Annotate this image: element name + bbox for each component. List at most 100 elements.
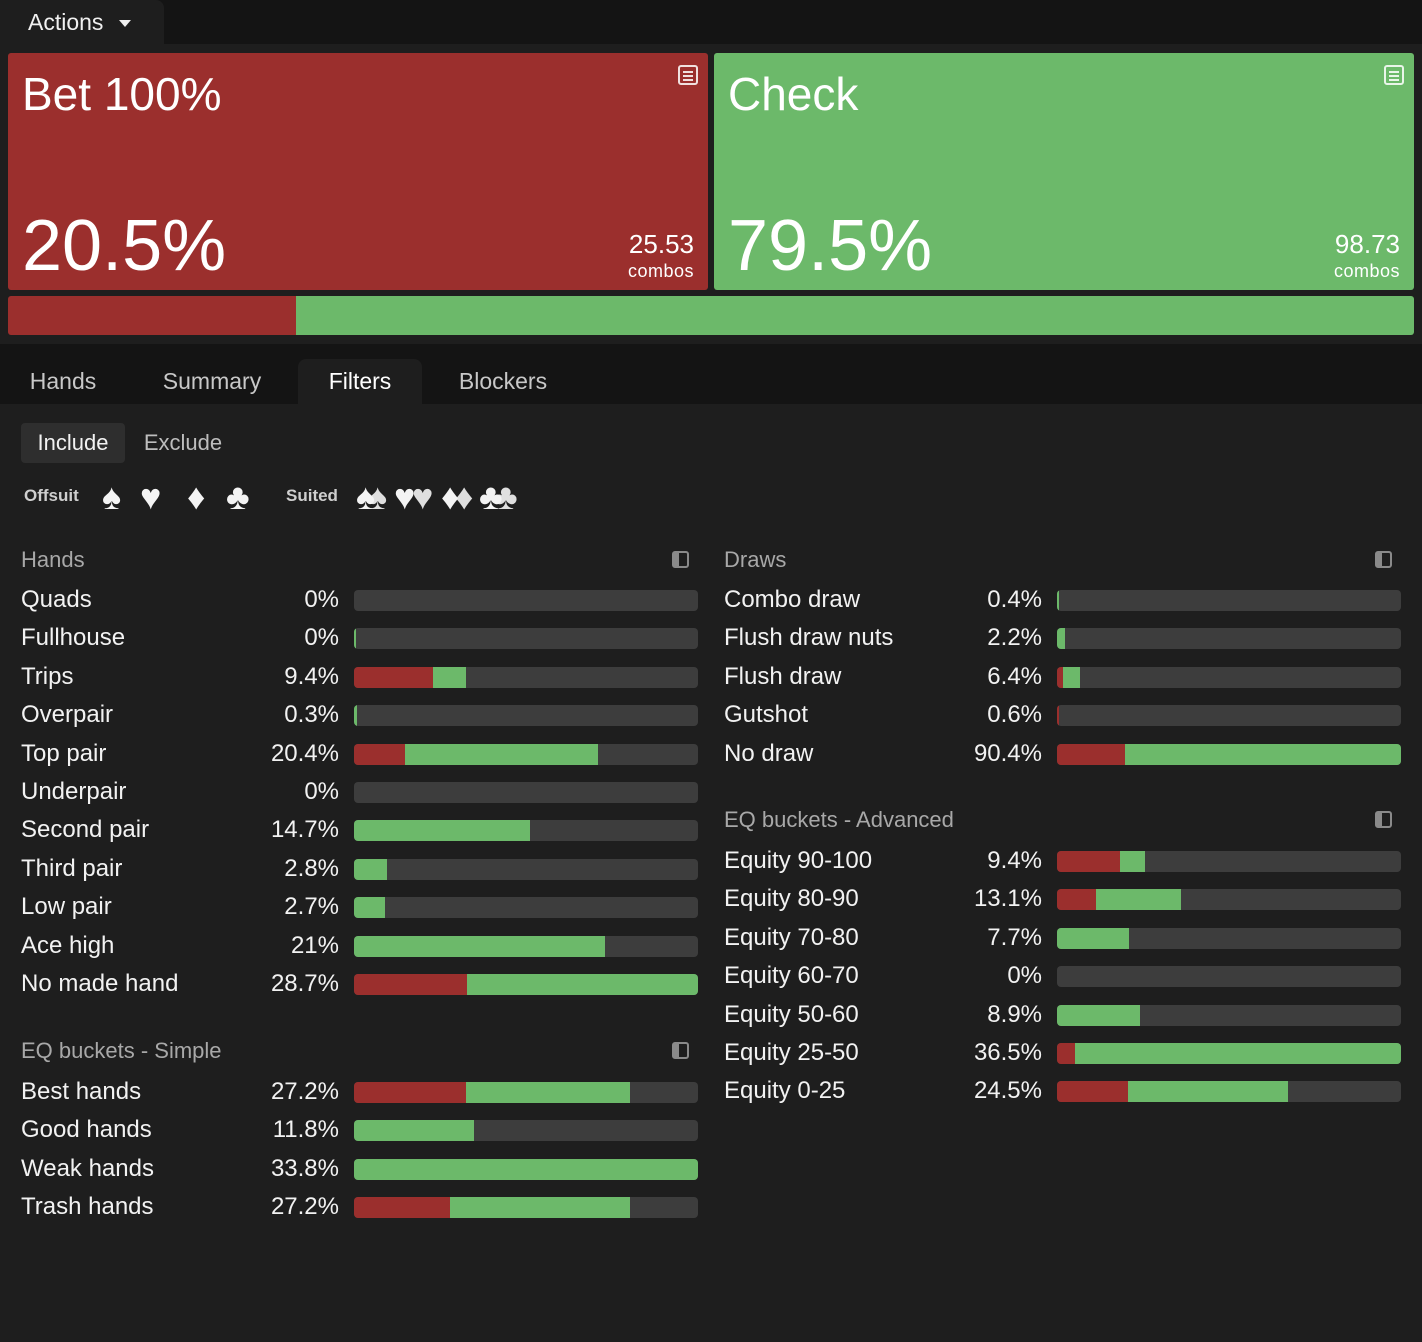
filter-row-label[interactable]: Equity 70-80: [724, 923, 859, 951]
filter-row-label[interactable]: Flush draw: [724, 662, 842, 690]
filter-row-bar[interactable]: [1057, 1043, 1401, 1064]
filter-row-label[interactable]: Combo draw: [724, 586, 861, 613]
filter-row-label[interactable]: Best hands: [21, 1078, 142, 1105]
filter-row-label[interactable]: No made hand: [21, 970, 179, 997]
filter-row-label[interactable]: Equity 80-90: [724, 885, 859, 913]
filter-row-label[interactable]: Trips: [21, 662, 74, 690]
filter-row-label[interactable]: Weak hands: [21, 1154, 154, 1182]
filter-row-bar[interactable]: [1057, 628, 1401, 650]
suited-label: Suited: [286, 486, 338, 505]
filter-row-bar[interactable]: [354, 820, 698, 842]
filter-row-label[interactable]: Third pair: [21, 854, 123, 882]
filter-row-bar[interactable]: [354, 974, 698, 995]
check-fill: [465, 1082, 630, 1103]
filter-row-bar[interactable]: [354, 1158, 698, 1180]
filter-row-bar[interactable]: [354, 897, 698, 919]
filter-row-bar[interactable]: [1057, 1004, 1401, 1026]
filter-row-bar[interactable]: [354, 743, 698, 765]
filter-row-bar[interactable]: [354, 782, 698, 803]
offsuit-club-icon[interactable]: ♣: [226, 476, 250, 517]
bet-fill: [354, 1082, 466, 1103]
filter-row-bar[interactable]: [354, 935, 698, 957]
action-combos: 25.53: [628, 229, 694, 259]
offsuit-spade-icon[interactable]: ♠: [102, 476, 122, 517]
filter-row-value: 0.3%: [284, 701, 339, 729]
bet-fill: [354, 743, 405, 765]
notes-icon[interactable]: [1384, 65, 1404, 85]
filter-row-bar[interactable]: [1057, 927, 1401, 949]
tab-bar: Hands Summary Filters Blockers: [0, 344, 1422, 404]
filter-row-label[interactable]: Flush draw nuts: [724, 624, 894, 652]
filter-row-label[interactable]: Quads: [21, 586, 92, 613]
strategy-frequency-bar: [8, 296, 1414, 335]
filter-row-value: 13.1%: [973, 885, 1042, 913]
filter-row-bar[interactable]: [1057, 1081, 1401, 1103]
filter-row-bar[interactable]: [354, 1197, 698, 1219]
include-toggle[interactable]: Include: [21, 423, 125, 463]
filter-row-bar[interactable]: [1057, 705, 1401, 727]
exclude-toggle[interactable]: Exclude: [143, 430, 223, 455]
filter-row-bar[interactable]: [354, 858, 698, 880]
filter-row-label[interactable]: Top pair: [21, 739, 107, 767]
check-fill: [1074, 1043, 1401, 1064]
tab-hands[interactable]: Hands: [29, 368, 97, 394]
filter-row-label[interactable]: Low pair: [21, 893, 112, 921]
filter-row-label[interactable]: Trash hands: [21, 1193, 154, 1221]
offsuit-diamond-icon[interactable]: ♦: [187, 476, 206, 517]
filter-row-bar[interactable]: [354, 590, 698, 611]
suited-diamond-icon-overlay: ♦: [455, 476, 474, 517]
action-name: Bet 100%: [22, 68, 222, 120]
filter-row-label[interactable]: Equity 90-100: [724, 847, 873, 874]
combos-label: combos: [627, 261, 694, 281]
check-fill: [466, 974, 698, 995]
filter-row-label[interactable]: No draw: [724, 739, 814, 767]
sidebar-toggle-icon[interactable]: [1375, 551, 1392, 568]
tab-blockers[interactable]: Blockers: [458, 368, 548, 394]
filter-row-value: 27.2%: [270, 1078, 339, 1105]
suited-spade-icon[interactable]: ♠: [356, 476, 376, 517]
filter-row-label[interactable]: Equity 50-60: [724, 1000, 859, 1028]
filter-row-bar[interactable]: [1057, 743, 1401, 765]
filter-row-bar[interactable]: [354, 1120, 698, 1142]
sidebar-toggle-icon[interactable]: [672, 551, 689, 568]
filter-row-bar[interactable]: [354, 1082, 698, 1103]
filter-row-label[interactable]: Equity 60-70: [724, 962, 859, 990]
suited-club-icon-overlay: ♣: [494, 476, 518, 517]
suited-club-icon[interactable]: ♣: [479, 476, 503, 517]
chevron-down-icon: [119, 19, 132, 27]
check-fill: [1095, 889, 1181, 911]
filter-row-label[interactable]: Equity 25-50: [724, 1039, 859, 1066]
filter-row-bar[interactable]: [354, 628, 698, 650]
filter-row-label[interactable]: Fullhouse: [21, 624, 126, 652]
bet-fill: [1057, 889, 1096, 911]
filter-row-bar[interactable]: [354, 705, 698, 727]
actions-dropdown[interactable]: Actions: [0, 0, 164, 44]
tab-filters[interactable]: Filters: [298, 359, 422, 404]
filter-row-label[interactable]: Second pair: [21, 816, 150, 844]
filter-row-value: 7.7%: [987, 923, 1042, 951]
suited-diamond-icon[interactable]: ♦: [441, 476, 460, 517]
filter-row-label[interactable]: Ace high: [21, 931, 115, 959]
filter-row-value: 0.6%: [987, 701, 1042, 729]
filter-row-bar[interactable]: [1057, 966, 1401, 988]
action-card-check[interactable]: Check 79.5% 98.73 combos: [714, 53, 1414, 290]
filter-row-label[interactable]: Gutshot: [724, 701, 809, 729]
filter-row-label[interactable]: Underpair: [21, 778, 127, 805]
filter-row-label[interactable]: Overpair: [21, 701, 114, 729]
notes-icon[interactable]: [678, 65, 698, 85]
filter-row-bar[interactable]: [1057, 889, 1401, 911]
sidebar-toggle-icon[interactable]: [1375, 811, 1392, 828]
filter-row-bar[interactable]: [1057, 666, 1401, 688]
filter-row-label[interactable]: Equity 0-25: [724, 1077, 846, 1105]
filter-row-bar[interactable]: [1057, 590, 1401, 611]
filter-row-value: 9.4%: [284, 662, 339, 690]
tab-summary[interactable]: Summary: [162, 368, 262, 394]
filter-row-value: 0%: [304, 778, 339, 805]
action-card-bet[interactable]: Bet 100% 20.5% 25.53 combos: [8, 53, 708, 290]
filter-row-bar[interactable]: [354, 666, 698, 688]
sidebar-toggle-icon[interactable]: [672, 1042, 689, 1059]
filter-row-label[interactable]: Good hands: [21, 1116, 152, 1144]
suited-heart-icon[interactable]: ♥: [394, 476, 416, 517]
filter-row-bar[interactable]: [1057, 851, 1401, 872]
offsuit-heart-icon[interactable]: ♥: [140, 476, 162, 517]
